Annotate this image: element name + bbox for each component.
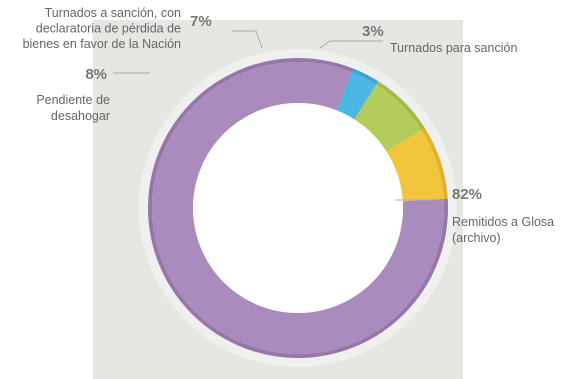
category-label-turnados-a-sancion-con-declaratoria-de-perdida-de-bienes-en-favor-de-la-nacion-line-3: bienes en favor de la Nación [23, 37, 181, 51]
slice-turnados-a-sancion-con-declaratoria-de-perdida-de-bienes-en-favor-de-la-nacion [354, 84, 422, 152]
category-label-pendiente-de-desahogar-line-1: Pendiente de [36, 93, 110, 107]
leader-line-turnados-a-sancion-con-declaratoria-de-perdida-de-bienes-en-favor-de-la-nacion [232, 30, 263, 49]
slice-edge-turnados-a-sancion-con-declaratoria-de-perdida-de-bienes-en-favor-de-la-nacion [376, 81, 425, 130]
leader-line-turnados-para-sancion [319, 40, 383, 49]
slice-pendiente-de-desahogar [386, 129, 444, 202]
category-label-turnados-para-sancion-line-1: Turnados para sanción [390, 41, 517, 55]
category-label-pendiente-de-desahogar-line-2: desahogar [51, 109, 110, 123]
pct-label-turnados-a-sancion-con-declaratoria-de-perdida-de-bienes-en-favor-de-la-nacion: 7% [190, 13, 212, 30]
slice-edge-pendiente-de-desahogar [421, 127, 448, 199]
category-label-remitidos-a-glosa-archivo-line-1: Remitidos a Glosa [452, 215, 554, 229]
donut-hole [193, 103, 403, 313]
pct-label-turnados-para-sancion: 3% [362, 23, 384, 40]
pct-label-pendiente-de-desahogar: 8% [85, 66, 107, 83]
slice-edge-turnados-para-sancion [351, 68, 379, 85]
category-label-turnados-a-sancion-con-declaratoria-de-perdida-de-bienes-en-favor-de-la-nacion-line-2: declaratoria de pérdida de [36, 22, 181, 36]
donut-slices [148, 58, 448, 359]
category-label-remitidos-a-glosa-archivo-line-2: (archivo) [452, 231, 501, 245]
category-label-turnados-a-sancion-con-declaratoria-de-perdida-de-bienes-en-favor-de-la-nacion-line-1: Turnados a sanción, con [45, 6, 181, 20]
slice-turnados-para-sancion [336, 72, 377, 120]
slice-annotations: 82% Remitidos a Glosa (archivo) 8% Pendiente… [23, 6, 555, 245]
pct-label-remitidos-a-glosa-archivo: 82% [452, 186, 482, 203]
